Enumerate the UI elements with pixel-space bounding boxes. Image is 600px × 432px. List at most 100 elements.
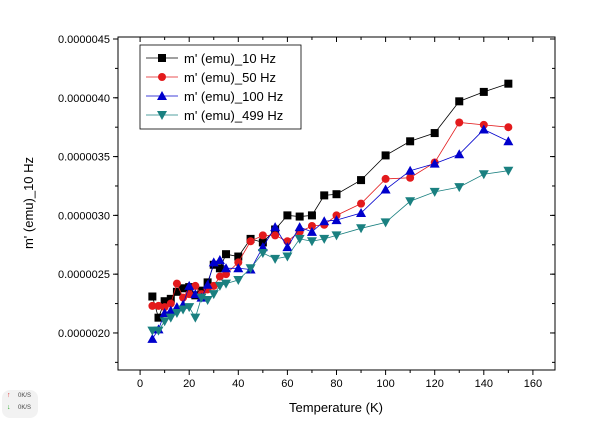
- data-point: [478, 124, 489, 134]
- data-point: [332, 190, 341, 199]
- data-point: [319, 234, 330, 244]
- data-point: [245, 264, 256, 274]
- x-tick-label: 60: [281, 378, 293, 390]
- data-point: [233, 276, 244, 286]
- data-point: [357, 176, 366, 185]
- data-point: [429, 158, 440, 168]
- series-line: [152, 129, 509, 340]
- data-point: [320, 191, 329, 200]
- data-point: [307, 211, 316, 220]
- data-point: [454, 149, 465, 159]
- data-point: [153, 326, 164, 336]
- data-point: [357, 199, 366, 208]
- data-point: [381, 151, 390, 160]
- data-point: [233, 263, 244, 273]
- data-point: [234, 258, 243, 267]
- data-point: [215, 272, 224, 281]
- data-point: [319, 216, 330, 226]
- data-point: [381, 174, 390, 183]
- data-point: [154, 301, 163, 310]
- x-axis-label: Temperature (K): [289, 400, 383, 415]
- data-point: [148, 292, 157, 301]
- legend-label: m' (emu)_10 Hz: [184, 51, 276, 66]
- data-point: [166, 294, 175, 303]
- y-tick-label: 0.0000030: [58, 210, 110, 222]
- y-tick-label: 0.0000035: [58, 152, 110, 164]
- series-1: [148, 118, 513, 312]
- data-point: [294, 222, 305, 232]
- legend: m' (emu)_10 Hz m' (emu)_50 Hz m' (emu)_100…: [139, 44, 302, 130]
- legend-marker: [158, 54, 166, 62]
- data-point: [159, 317, 170, 327]
- legend-label: m' (emu)_50 Hz: [184, 70, 276, 85]
- data-point: [202, 296, 213, 306]
- data-point: [356, 208, 367, 218]
- data-point: [215, 264, 224, 273]
- data-point: [208, 257, 219, 267]
- legend-label: m' (emu)_100 Hz: [184, 89, 283, 104]
- data-point: [234, 252, 243, 261]
- data-point: [160, 297, 169, 306]
- data-point: [270, 222, 281, 232]
- x-tick-label: 160: [524, 378, 542, 390]
- x-tick-label: 140: [475, 378, 493, 390]
- data-point: [455, 118, 464, 127]
- data-point: [331, 215, 342, 225]
- legend-marker: [157, 91, 167, 100]
- data-point: [184, 303, 195, 313]
- data-point: [172, 287, 181, 296]
- data-point: [221, 279, 232, 289]
- data-point: [179, 284, 188, 293]
- data-point: [429, 187, 440, 197]
- y-tick-label: 0.0000025: [58, 269, 110, 281]
- data-point: [171, 302, 182, 312]
- data-point: [196, 293, 207, 303]
- data-point: [258, 231, 267, 240]
- data-point: [479, 87, 488, 96]
- download-speed: 0K/S: [18, 405, 32, 411]
- data-point: [257, 242, 268, 252]
- legend-marker: [158, 73, 166, 81]
- data-point: [307, 221, 316, 230]
- data-point: [306, 226, 317, 236]
- data-point: [282, 242, 293, 252]
- y-axis-label: m' (emu)_10 Hz: [21, 157, 36, 249]
- data-point: [214, 255, 225, 265]
- data-point: [148, 301, 157, 310]
- data-point: [165, 313, 176, 323]
- data-point: [222, 250, 231, 259]
- data-point: [171, 308, 182, 318]
- data-point: [283, 211, 292, 220]
- data-point: [503, 166, 514, 176]
- download-arrow-icon: ↓: [7, 404, 11, 411]
- legend-label: m' (emu)_499 Hz: [184, 108, 283, 123]
- data-point: [202, 279, 213, 289]
- x-tick-label: 120: [426, 378, 444, 390]
- data-point: [160, 303, 169, 312]
- y-tick-label: 0.0000020: [58, 328, 110, 340]
- upload-speed: 0K/S: [18, 393, 32, 399]
- data-point: [166, 299, 175, 308]
- data-point: [147, 333, 158, 343]
- data-point: [246, 237, 255, 246]
- data-point: [380, 218, 391, 228]
- data-point: [270, 254, 281, 264]
- series-3: [147, 166, 514, 336]
- data-point: [406, 137, 415, 146]
- data-point: [295, 212, 304, 221]
- data-point: [503, 136, 514, 146]
- data-point: [478, 170, 489, 180]
- data-point: [331, 231, 342, 241]
- data-point: [504, 123, 513, 132]
- data-point: [454, 183, 465, 193]
- data-point: [191, 281, 200, 290]
- data-point: [172, 279, 181, 288]
- data-point: [214, 281, 225, 291]
- data-point: [154, 313, 163, 322]
- x-tick-label: 0: [137, 378, 143, 390]
- data-point: [380, 184, 391, 194]
- data-point: [221, 263, 232, 273]
- x-tick-label: 20: [183, 378, 195, 390]
